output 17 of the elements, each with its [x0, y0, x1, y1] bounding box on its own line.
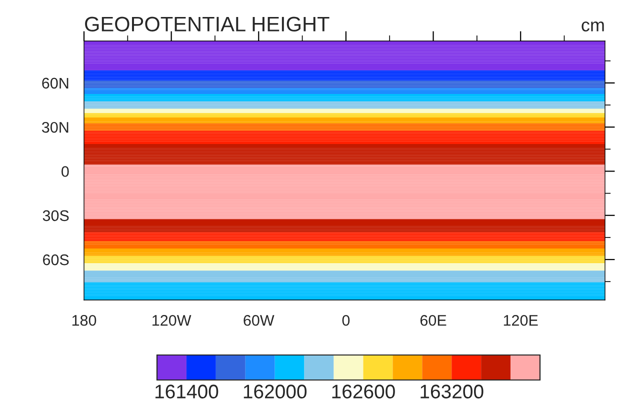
color-bar-label: 162000: [244, 384, 307, 398]
color-bar-label: 163200: [420, 384, 484, 398]
color-bar-label: 162600: [332, 384, 395, 398]
x-tick-label: 120W: [152, 314, 192, 326]
chart-title: GEOPOTENTIAL HEIGHT: [85, 16, 330, 32]
text: cm: [582, 22, 604, 32]
x-tick-label: 60W: [244, 314, 274, 326]
y-tick-label: 60S: [43, 254, 69, 266]
y-tick-label: 60N: [42, 78, 68, 89]
color-bar-label: 161400: [156, 384, 218, 398]
x-tick-label: 0: [342, 314, 350, 326]
x-tick-label: 60E: [420, 314, 446, 326]
y-tick-label: 30S: [42, 210, 69, 222]
x-tick-label: 120E: [504, 314, 538, 326]
y-tick-label: 30N: [42, 122, 68, 133]
y-tick-label: 0: [62, 166, 69, 177]
x-tick-label: 180: [72, 314, 96, 326]
